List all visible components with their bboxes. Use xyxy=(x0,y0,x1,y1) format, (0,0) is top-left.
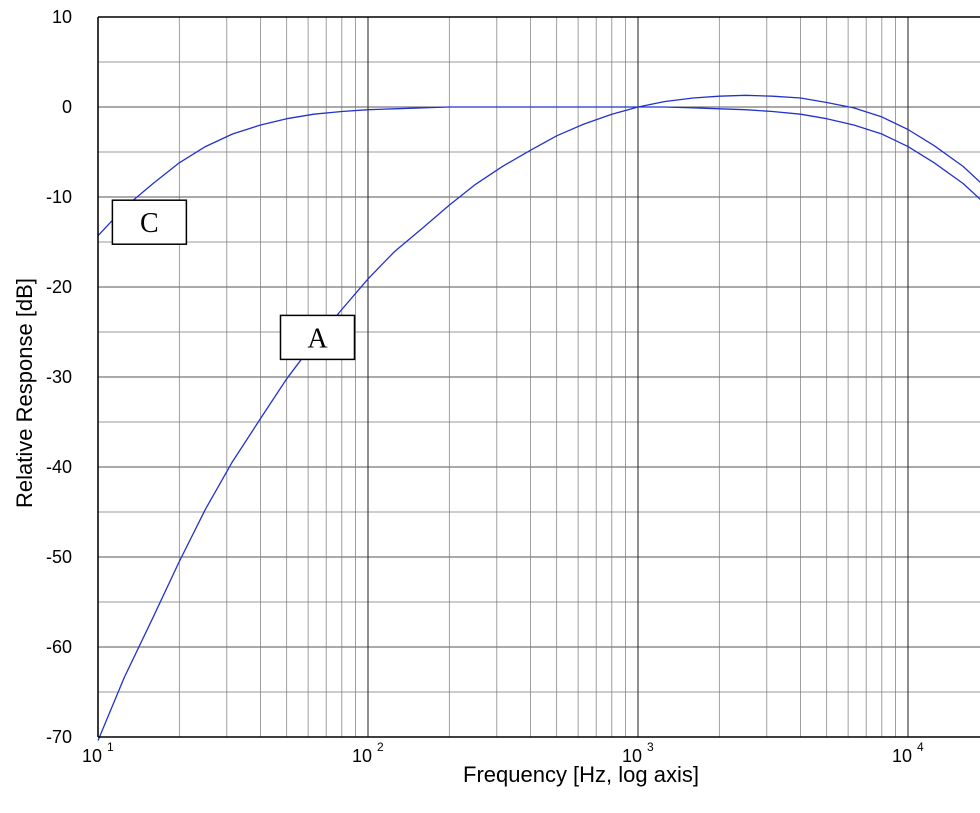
annotation-text: A xyxy=(307,323,328,354)
annotation-text: C xyxy=(140,208,159,239)
x-tick-label: 10 4 xyxy=(892,740,924,766)
series-group xyxy=(97,94,980,741)
x-tick-label: 10 2 xyxy=(352,740,384,766)
y-tick-label: 0 xyxy=(62,97,72,117)
x-tick-base: 10 xyxy=(622,746,642,766)
x-tick-label: 10 3 xyxy=(622,740,654,766)
y-tick-label: -40 xyxy=(46,457,72,477)
x-tick-base: 10 xyxy=(352,746,372,766)
annotation-a: A xyxy=(279,314,356,361)
x-tick-base: 10 xyxy=(82,746,102,766)
annotation-c: C xyxy=(111,199,188,245)
x-tick-exponent: 4 xyxy=(917,740,924,754)
annotation-box xyxy=(111,199,188,245)
y-tick-label: -10 xyxy=(46,187,72,207)
y-tick-label: -20 xyxy=(46,277,72,297)
y-tick-label: -70 xyxy=(46,727,72,747)
plot-frame xyxy=(97,16,980,738)
x-tick-label: 10 1 xyxy=(82,740,114,766)
y-tick-label: -50 xyxy=(46,547,72,567)
x-tick-exponent: 3 xyxy=(647,740,654,754)
series-line-c xyxy=(97,106,980,237)
y-tick-label: -30 xyxy=(46,367,72,387)
x-tick-exponent: 1 xyxy=(107,740,114,754)
y-axis-label: Relative Response [dB] xyxy=(12,278,37,508)
x-tick-labels: 10 1 10 2 10 3 10 4 xyxy=(82,740,924,766)
series-annotations: CA xyxy=(111,199,356,361)
y-tick-label: -60 xyxy=(46,637,72,657)
series-line-a xyxy=(97,94,980,741)
x-tick-exponent: 2 xyxy=(377,740,384,754)
annotation-box xyxy=(279,314,356,361)
x-axis-label: Frequency [Hz, log axis] xyxy=(463,762,699,787)
x-tick-base: 10 xyxy=(892,746,912,766)
y-tick-label: 10 xyxy=(52,7,72,27)
y-tick-labels: 10 0 -10 -20 -30 -40 -50 -60 -70 xyxy=(46,7,72,747)
